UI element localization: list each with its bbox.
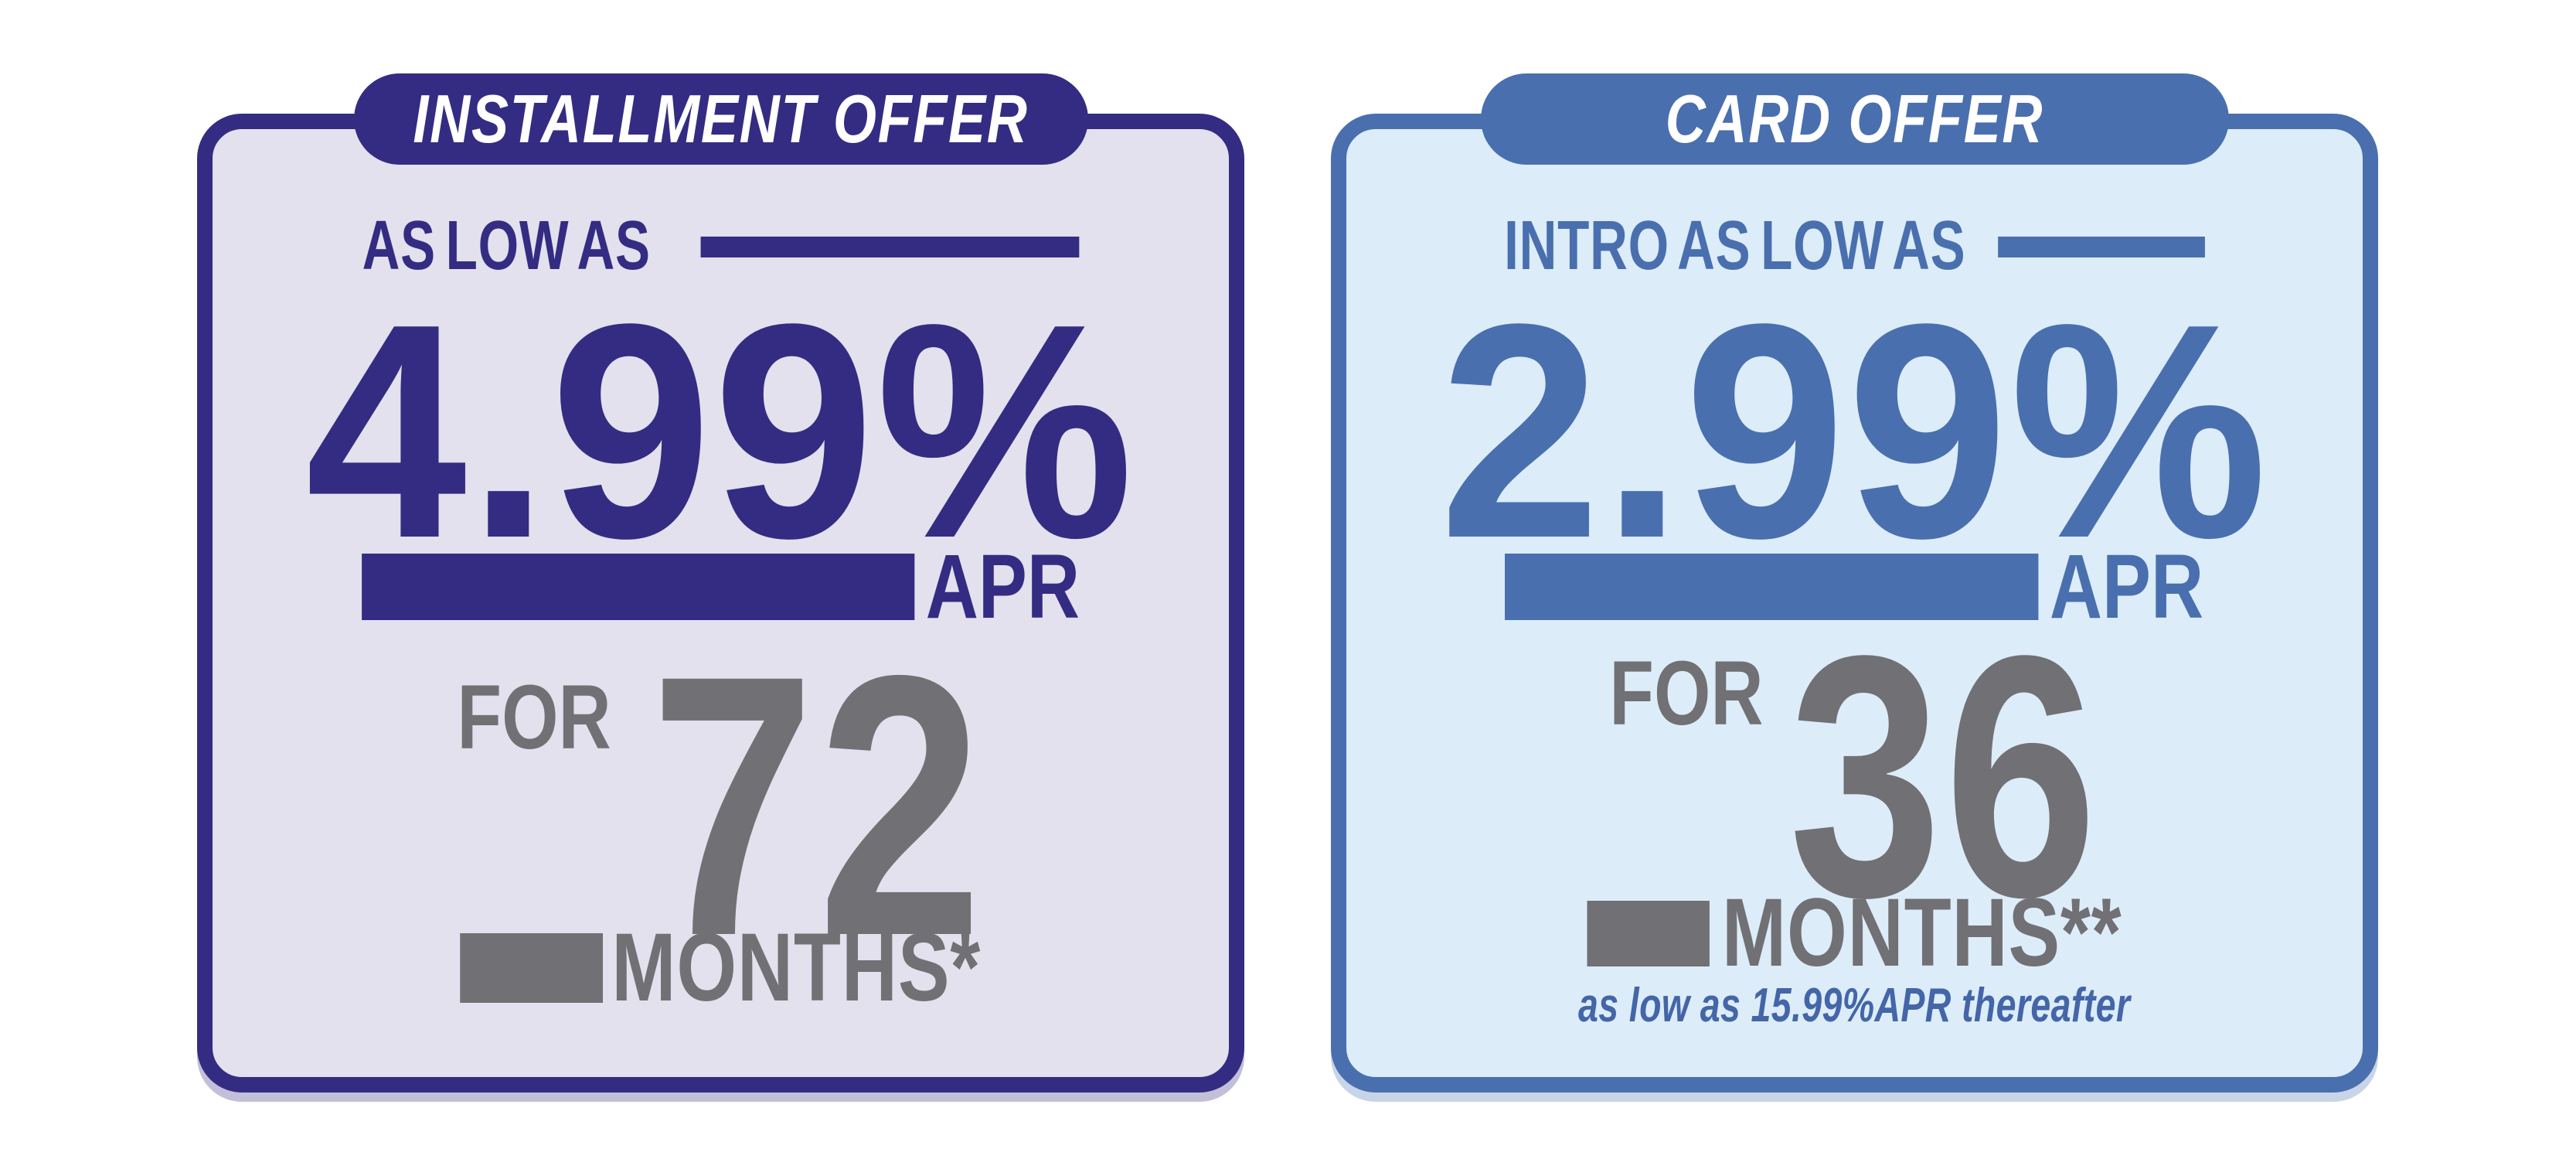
term-value: 72 [649, 598, 985, 1013]
decorative-dash [1998, 236, 2205, 257]
apr-row: APR [362, 535, 1080, 638]
decorative-block [460, 933, 604, 1003]
offer-title: INSTALLMENT OFFER [413, 80, 1029, 157]
apr-row: APR [1505, 535, 2204, 638]
rate-qualifier-label: INTRO AS LOW AS [1504, 207, 1966, 285]
months-row: MONTHS** [1587, 879, 2122, 987]
footnote-row: as low as 15.99%APR thereafter [1486, 979, 2222, 1033]
term-value: 36 [1788, 585, 2100, 969]
apr-label: APR [925, 535, 1080, 638]
rate-value: 4.99% [305, 259, 1136, 602]
installment-offer-card[interactable]: INSTALLMENT OFFER AS LOW AS 4.99% APR FO… [197, 73, 1244, 1092]
months-label: MONTHS* [611, 914, 982, 1022]
decorative-block [1587, 900, 1710, 966]
installment-offer-body: AS LOW AS 4.99% APR FOR 72 MONTHS* [197, 114, 1244, 1092]
card-offer-body: INTRO AS LOW AS 2.99% APR FOR 36 MONTHS*… [1331, 114, 2378, 1092]
rate-qualifier-row: AS LOW AS [362, 207, 1080, 285]
for-label: FOR [456, 666, 611, 769]
rate-value: 2.99% [1439, 259, 2270, 602]
apr-underline-bar [362, 554, 915, 620]
months-label: MONTHS** [1721, 879, 2122, 987]
apr-label: APR [2050, 535, 2204, 638]
offer-title: CARD OFFER [1665, 80, 2044, 157]
rate-qualifier-label: AS LOW AS [362, 207, 651, 285]
term-row: FOR 72 [456, 598, 985, 1013]
thereafter-rate-note: as low as 15.99%APR thereafter [1578, 979, 2131, 1033]
card-offer-card[interactable]: CARD OFFER INTRO AS LOW AS 2.99% APR FOR… [1331, 73, 2378, 1092]
card-offer-ribbon: CARD OFFER [1480, 73, 2229, 165]
apr-underline-bar [1505, 554, 2039, 620]
installment-offer-ribbon: INSTALLMENT OFFER [353, 73, 1088, 165]
months-row: MONTHS* [460, 914, 982, 1022]
decorative-dash [700, 236, 1080, 257]
term-row: FOR 36 [1609, 585, 2100, 969]
for-label: FOR [1609, 643, 1764, 745]
rate-qualifier-row: INTRO AS LOW AS [1504, 207, 2205, 285]
